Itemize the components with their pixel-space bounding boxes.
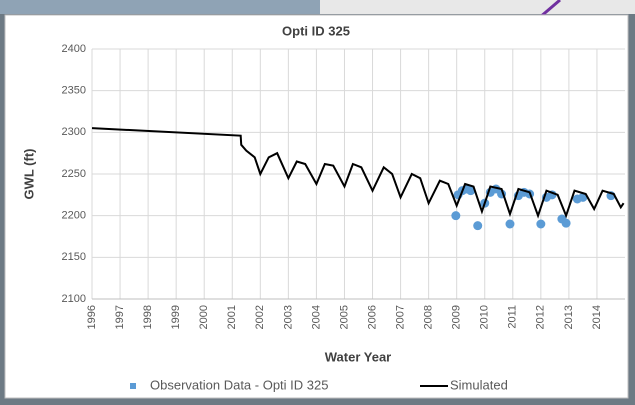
y-tick-label: 2250	[62, 168, 86, 180]
legend-marker	[130, 383, 136, 389]
x-tick-label: 2014	[591, 305, 603, 329]
x-tick-label: 1996	[86, 305, 98, 329]
y-tick-label: 2300	[62, 126, 86, 138]
x-tick-label: 2007	[394, 305, 406, 329]
y-tick-label: 2150	[62, 251, 86, 263]
observation-point	[473, 221, 482, 230]
y-tick-label: 2200	[62, 210, 86, 222]
x-tick-label: 2002	[254, 305, 266, 329]
observation-point	[562, 219, 571, 228]
observation-point	[536, 220, 545, 229]
x-tick-label: 1998	[142, 305, 154, 329]
x-tick-label: 2013	[563, 305, 575, 329]
screenshot: Opti ID 325 GWL (ft) Water Year 2100 2150…	[0, 0, 635, 405]
x-tick-label: 2012	[535, 305, 547, 329]
x-tick-label: 2003	[282, 305, 294, 329]
y-tick-label: 2350	[62, 85, 86, 97]
map-strip	[0, 0, 320, 14]
x-tick-label: 2010	[479, 305, 491, 329]
map-strip	[320, 0, 635, 14]
x-tick-label: 1997	[114, 305, 126, 329]
x-tick-label: 2005	[338, 305, 350, 329]
y-axis-label: GWL (ft)	[21, 148, 36, 199]
x-tick-label: 2008	[423, 305, 435, 329]
observation-point	[505, 220, 514, 229]
x-axis-label: Water Year	[325, 349, 392, 364]
legend-label: Simulated	[450, 377, 508, 392]
x-tick-label: 1999	[170, 305, 182, 329]
legend-label: Observation Data - Opti ID 325	[150, 377, 328, 392]
x-tick-label: 2001	[226, 305, 238, 329]
x-tick-label: 2009	[451, 305, 463, 329]
chart-title: Opti ID 325	[282, 23, 350, 38]
x-tick-label: 2006	[366, 305, 378, 329]
x-tick-label: 2004	[310, 305, 322, 329]
y-tick-label: 2400	[62, 43, 86, 55]
observation-point	[451, 211, 460, 220]
x-tick-label: 2011	[507, 305, 519, 329]
y-tick-label: 2100	[62, 293, 86, 305]
x-tick-label: 2000	[198, 305, 210, 329]
